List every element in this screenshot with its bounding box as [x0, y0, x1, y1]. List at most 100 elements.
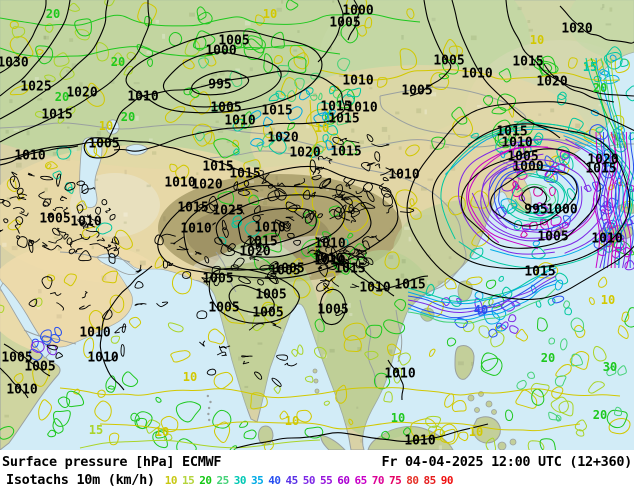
pressure-label: 1005	[329, 16, 360, 31]
pressure-label: 1010	[6, 383, 37, 398]
pressure-label: 1015	[246, 235, 277, 250]
isotach-label: 20	[46, 7, 60, 21]
legend-value: 45	[285, 474, 298, 487]
isotach-label: 10	[469, 425, 483, 439]
pressure-label: 1010	[404, 434, 435, 449]
footer-row1: Surface pressure [hPa] ECMWF Fr 04-04-20…	[2, 453, 632, 471]
legend-value: 90	[440, 474, 454, 487]
pressure-label: 1000	[342, 4, 373, 19]
field-title: Surface pressure [hPa] ECMWF	[2, 454, 222, 470]
pressure-label: 1015	[334, 262, 365, 277]
isotach-label: 30	[603, 360, 617, 374]
pressure-label: 1015	[328, 112, 359, 127]
pressure-label: 1005	[255, 288, 286, 303]
isotach-label: 20	[121, 110, 135, 124]
footer: Surface pressure [hPa] ECMWF Fr 04-04-20…	[0, 450, 634, 490]
pressure-label: 1015	[177, 201, 208, 216]
legend-value: 15	[181, 474, 195, 487]
pressure-label: 1020	[267, 131, 298, 146]
isotach-label: 20	[55, 90, 69, 104]
pressure-label: 1015	[330, 145, 361, 160]
pressure-label: 1015	[585, 162, 616, 177]
pressure-label: 1015	[261, 104, 292, 119]
isotach-label: 20	[541, 351, 555, 365]
pressure-label: 1000	[205, 44, 236, 59]
pressure-label: 1010	[312, 252, 343, 267]
isotach-label: 20	[111, 55, 125, 69]
pressure-label: 1020	[66, 86, 97, 101]
pressure-label: 1010	[87, 351, 118, 366]
isotach-label: 10	[183, 370, 197, 384]
pressure-label: 1015	[41, 108, 72, 123]
pressure-label: 1015	[229, 167, 260, 182]
isotach-label: 20	[593, 408, 607, 422]
isotach-legend: 10 15 20 25 30 35 40 45 50 55 60 65 70 75 80 85 90	[164, 472, 454, 490]
pressure-label: 1005	[24, 360, 55, 375]
pressure-label: 1010	[384, 367, 415, 382]
isotach-label: 20	[593, 81, 607, 95]
pressure-label: 1010	[314, 254, 345, 269]
pressure-label: 1005	[208, 301, 239, 316]
valid-time: Fr 04-04-2025 12:00 UTC (12+360)	[381, 454, 633, 470]
legend-value: 20	[199, 474, 212, 487]
pressure-label: 1005	[218, 34, 249, 49]
pressure-label: 1000	[512, 160, 543, 175]
isotach-label: 10	[315, 121, 329, 135]
legend-value: 25	[216, 474, 229, 487]
pressure-label: 1015	[320, 100, 351, 115]
legend-value: 35	[250, 474, 264, 487]
pressure-label: 1010	[314, 237, 345, 252]
pressure-label: 1010	[164, 176, 195, 191]
isotach-label: 40	[474, 303, 488, 317]
pressure-label: 1005	[1, 351, 32, 366]
pressure-label: 1005	[273, 262, 304, 277]
pressure-label: 1010	[79, 326, 110, 341]
pressure-label: 1015	[202, 160, 233, 175]
pressure-label: 1015	[524, 265, 555, 280]
pressure-label: 1010	[224, 114, 255, 129]
isotach-label: 10	[285, 414, 299, 428]
legend-value: 40	[268, 474, 281, 487]
legend-value: 60	[337, 474, 350, 487]
pressure-label: 1005	[401, 84, 432, 99]
pressure-label: 1020	[191, 178, 222, 193]
pressure-label: 1010	[70, 215, 101, 230]
isotach-label: 10	[601, 293, 615, 307]
isotach-label: 10	[263, 7, 277, 21]
pressure-label: 1010	[591, 232, 622, 247]
isotach-label: 15	[583, 60, 597, 74]
pressure-label: 1000	[546, 203, 577, 218]
pressure-label: 1010	[461, 67, 492, 82]
pressure-label: 1005	[433, 54, 464, 69]
pressure-label: 1015	[512, 55, 543, 70]
pressure-label: 1005	[210, 101, 241, 116]
pressure-label: 1020	[561, 22, 592, 37]
pressure-label: 1005	[317, 303, 348, 318]
legend-value: 75	[388, 474, 402, 487]
pressure-label: 1010	[14, 149, 45, 164]
pressure-label: 1015	[496, 125, 527, 140]
pressure-label: 1010	[254, 221, 285, 236]
pressure-label: 1010	[501, 136, 532, 151]
pressure-label: 995	[208, 78, 231, 93]
footer-row2: Isotachs 10m (km/h) 10 15 20 25 30 35 40 45 50 55…	[2, 471, 632, 490]
isotach-label: 10	[99, 119, 113, 133]
legend-value: 55	[319, 474, 333, 487]
pressure-label: 1005	[88, 137, 119, 152]
pressure-label: 1015	[394, 278, 425, 293]
pressure-label: 1020	[536, 75, 567, 90]
legend-value: 50	[302, 474, 316, 487]
legend-value: 70	[371, 474, 385, 487]
legend-value: 10	[164, 474, 178, 487]
pressure-label: 1010	[180, 222, 211, 237]
isotach-label: 10	[391, 411, 405, 425]
pressure-label: 1025	[212, 204, 243, 219]
legend-value: 85	[423, 474, 436, 487]
pressure-label: 1005	[507, 150, 538, 165]
pressure-label: 1005	[252, 306, 283, 321]
pressure-label: 1020	[587, 153, 618, 168]
pressure-label: 1020	[239, 245, 270, 260]
legend-title: Isotachs 10m (km/h)	[6, 472, 155, 488]
